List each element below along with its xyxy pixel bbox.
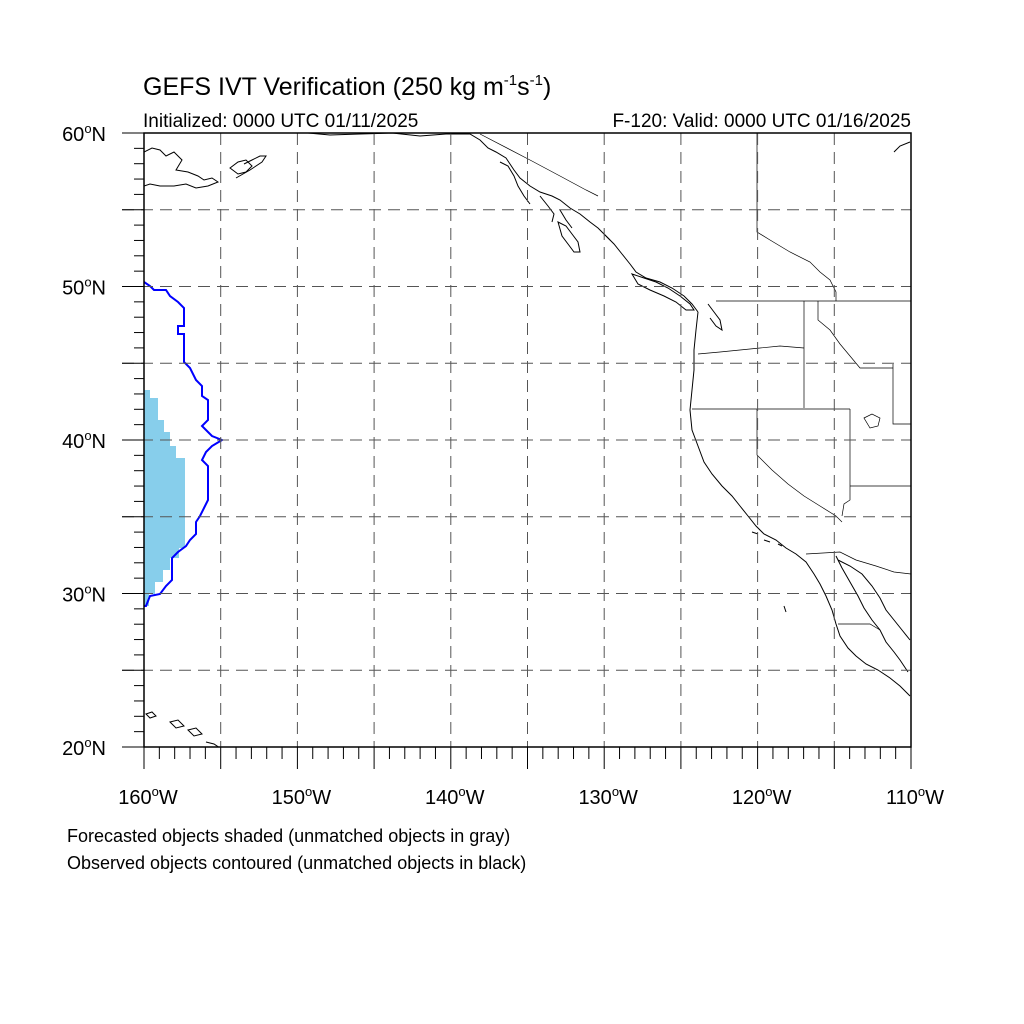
y-tick-label: 60oN bbox=[62, 121, 106, 146]
island-hawaii-3 bbox=[187, 727, 203, 737]
valid-time-label: F-120: Valid: 0000 UTC 01/16/2025 bbox=[612, 111, 911, 132]
x-tick-label: 140oW bbox=[425, 784, 485, 809]
island-vancouver bbox=[630, 273, 695, 311]
border-us-mexico bbox=[805, 551, 911, 575]
border-ca-nv bbox=[756, 409, 843, 523]
title-text: GEFS IVT Verification (250 kg m bbox=[143, 73, 504, 101]
coastline-alaska bbox=[144, 147, 220, 189]
puget-sound bbox=[707, 303, 723, 332]
coastline-bc bbox=[603, 233, 699, 313]
axis-labels: 160oW 150oW 140oW 130oW 120oW 110oW 60oN 50oN 40… bbox=[62, 121, 944, 809]
island-hawaii-1 bbox=[145, 711, 157, 719]
coastline-northeast-corner bbox=[893, 141, 911, 153]
title-sup-2: -1 bbox=[529, 72, 543, 89]
y-tick-label: 20oN bbox=[62, 735, 106, 760]
coastlines bbox=[144, 133, 911, 747]
coastline-alaska-peninsula bbox=[235, 155, 267, 179]
title-sup-1: -1 bbox=[503, 72, 518, 89]
political-boundaries bbox=[479, 133, 911, 631]
init-time-label: Initialized: 0000 UTC 01/11/2025 bbox=[143, 111, 419, 132]
border-wa-or bbox=[697, 345, 805, 355]
caption-observed: Observed objects contoured (unmatched ob… bbox=[67, 853, 527, 873]
chart-title: GEFS IVT Verification (250 kg m-1s-1) bbox=[143, 72, 551, 102]
caption-forecast: Forecasted objects shaded (unmatched obj… bbox=[67, 826, 511, 846]
y-tick-label: 30oN bbox=[62, 582, 106, 607]
border-id bbox=[803, 301, 893, 408]
island-channel bbox=[751, 531, 787, 613]
x-tick-label: 130oW bbox=[578, 784, 638, 809]
y-tick-label: 40oN bbox=[62, 428, 106, 453]
title-end: ) bbox=[542, 73, 552, 101]
great-salt-lake bbox=[863, 413, 881, 429]
border-wy bbox=[892, 364, 911, 425]
coastline-gulf-of-alaska bbox=[307, 133, 611, 241]
graticule bbox=[122, 133, 911, 747]
x-tick-label: 110oW bbox=[886, 784, 944, 809]
border-bc-alberta bbox=[756, 133, 837, 301]
coastline-baja-east bbox=[835, 555, 909, 673]
x-tick-label: 150oW bbox=[272, 784, 332, 809]
axis-ticks bbox=[122, 132, 912, 769]
islands-southeast-alaska bbox=[499, 161, 573, 229]
island-hawaii-2 bbox=[169, 719, 185, 729]
y-tick-label: 50oN bbox=[62, 275, 106, 300]
island-haida-gwaii bbox=[557, 221, 581, 253]
coastline-us-west bbox=[689, 311, 911, 697]
x-tick-label: 160oW bbox=[118, 784, 178, 809]
coastline-mexico-mainland bbox=[837, 559, 911, 641]
border-baja-sonora bbox=[838, 623, 881, 631]
observed-object-contour bbox=[143, 281, 225, 607]
island-kodiak bbox=[229, 159, 253, 175]
title-mid: s bbox=[517, 73, 530, 101]
x-tick-label: 120oW bbox=[732, 784, 792, 809]
border-alaska-canada bbox=[479, 133, 599, 197]
border-nv-ut bbox=[841, 409, 851, 517]
forecast-object-shaded bbox=[144, 390, 185, 606]
